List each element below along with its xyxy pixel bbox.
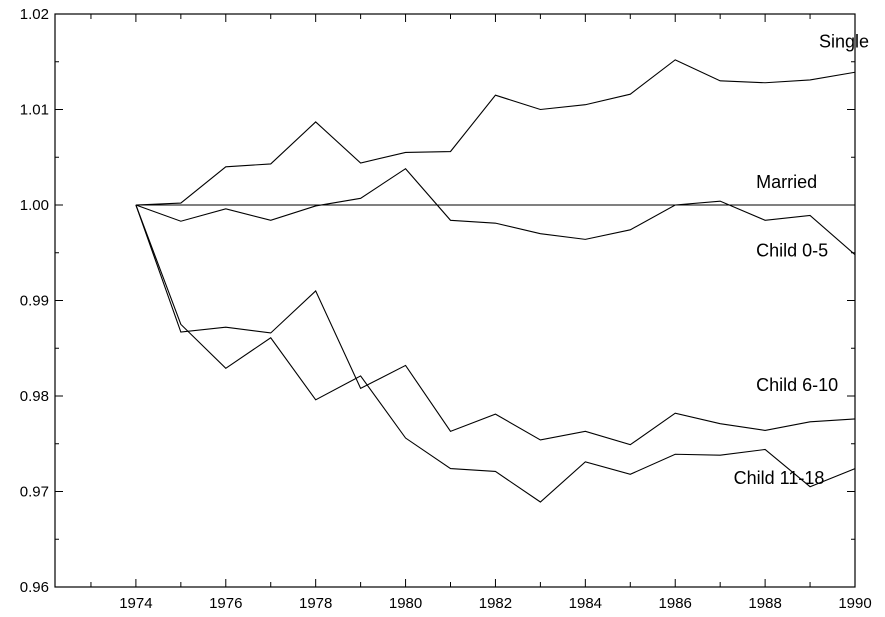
series-line-single — [135, 59, 856, 206]
y-tick-label-0-98: 0.98 — [20, 388, 49, 405]
x-tick-label-1988: 1988 — [748, 595, 781, 612]
x-tick-label-1980: 1980 — [389, 595, 422, 612]
x-tick-label-1978: 1978 — [299, 595, 332, 612]
y-tick-label-1-00: 1.00 — [20, 197, 49, 214]
series-group — [135, 59, 856, 503]
series-label-married: Married — [756, 172, 817, 192]
series-label-child-6-10: Child 6-10 — [756, 375, 838, 395]
y-tick-label-1-01: 1.01 — [20, 102, 49, 119]
series-label-child-0-5: Child 0-5 — [756, 241, 828, 261]
x-tick-label-1976: 1976 — [209, 595, 242, 612]
series-label-single: Single — [819, 31, 869, 51]
y-tick-label-0-96: 0.96 — [20, 579, 49, 596]
series-line-child-11-18 — [135, 204, 856, 503]
axis-ticks: 0.96 0.97 0.98 0.99 1.00 1.01 1.02 1974 1976 1978… — [20, 6, 872, 612]
x-tick-label-1984: 1984 — [569, 595, 602, 612]
x-tick-label-1986: 1986 — [659, 595, 692, 612]
y-tick-label-0-97: 0.97 — [20, 484, 49, 501]
series-labels: Single Married Child 0-5 Child 6-10 Child 11… — [734, 31, 869, 487]
series-label-child-11-18: Child 11-18 — [734, 468, 825, 488]
x-tick-label-1982: 1982 — [479, 595, 512, 612]
series-line-child-6-10 — [135, 204, 856, 446]
series-line-child-0-5 — [135, 167, 856, 256]
x-tick-label-1974: 1974 — [119, 595, 152, 612]
plot-frame — [54, 13, 856, 588]
y-tick-label-1-02: 1.02 — [20, 6, 49, 23]
x-tick-label-1990: 1990 — [838, 595, 871, 612]
y-tick-label-0-99: 0.99 — [20, 293, 49, 310]
